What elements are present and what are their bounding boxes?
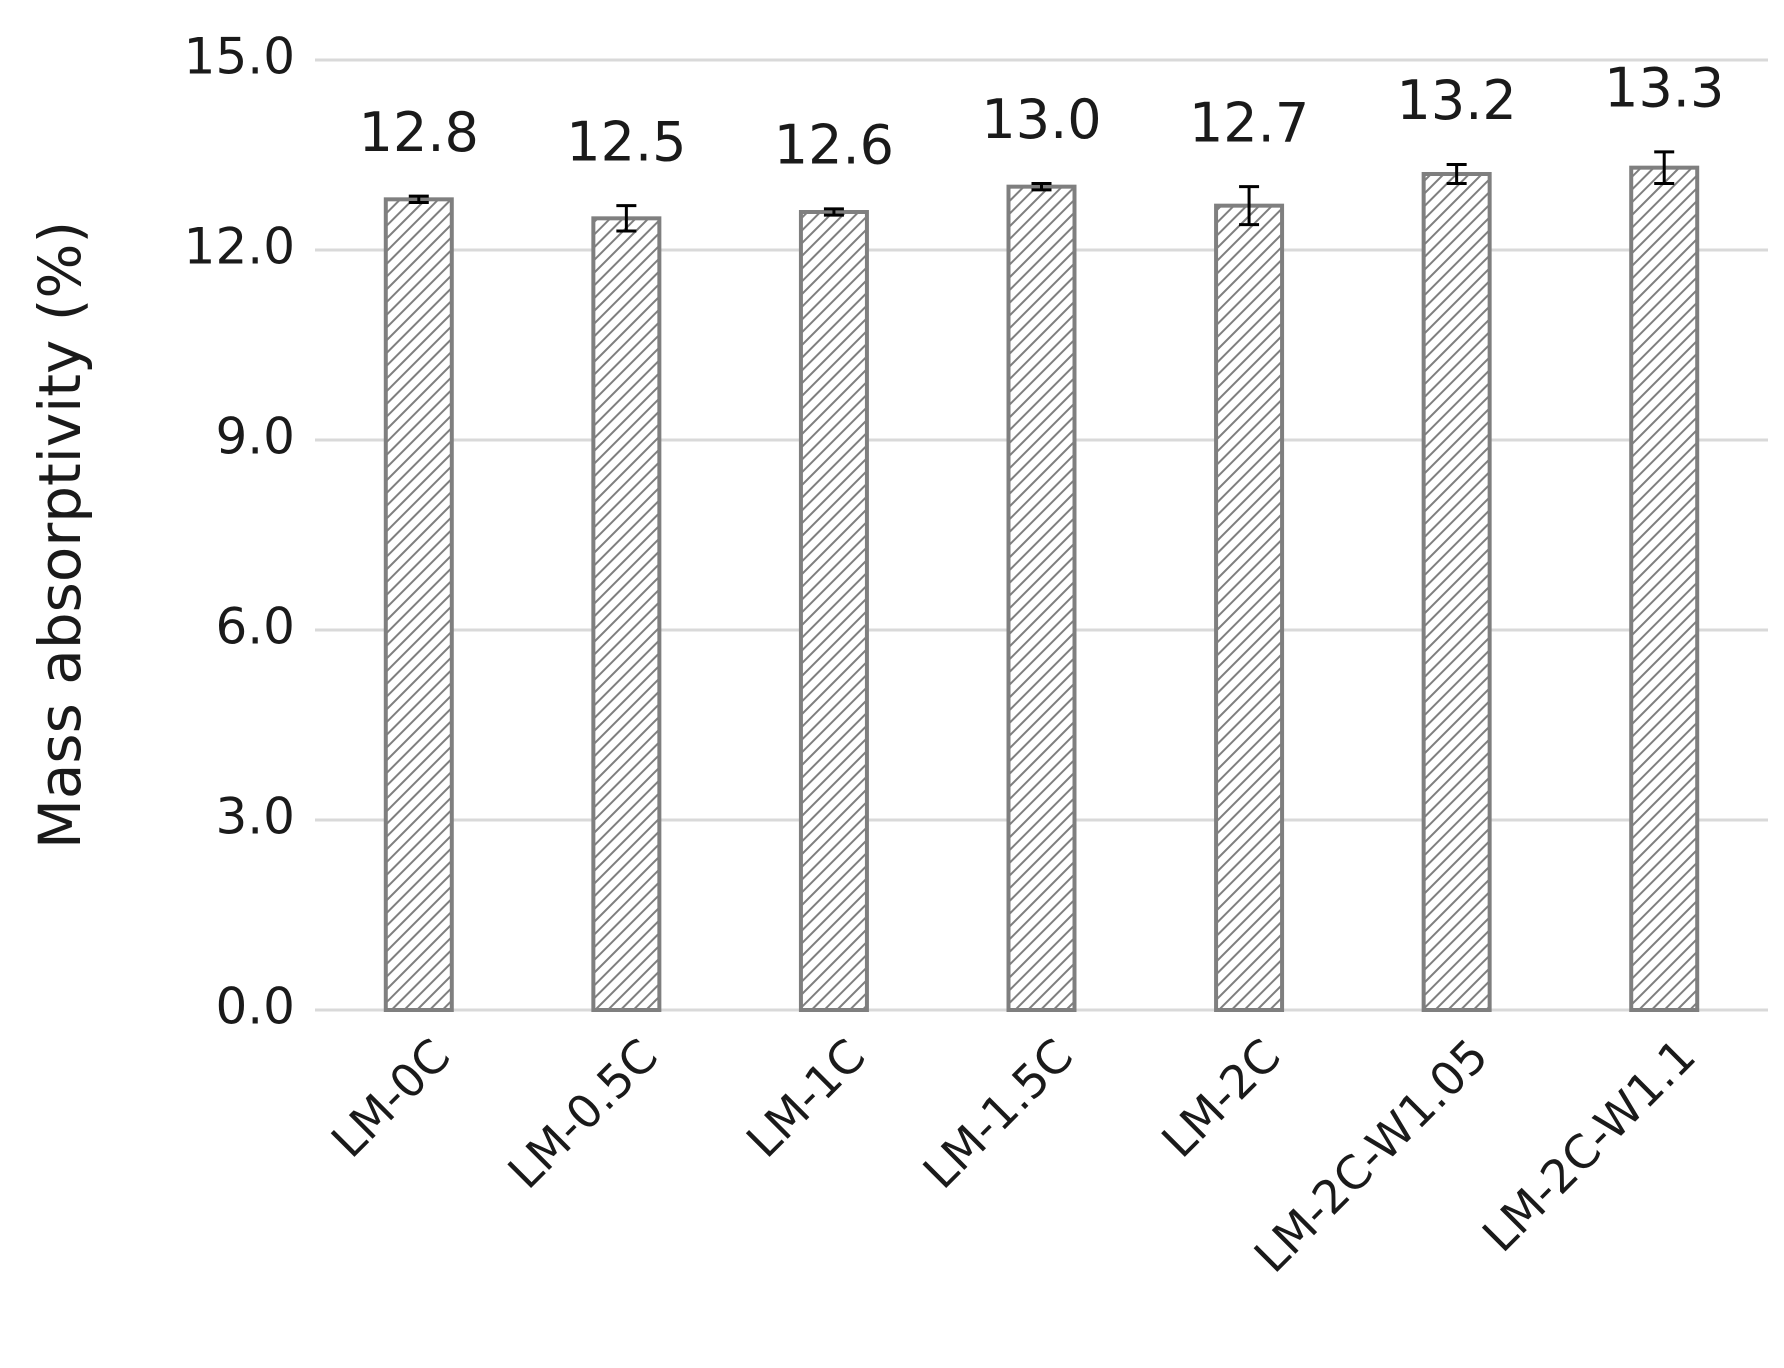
- y-tick-label: 6.0: [215, 598, 295, 656]
- x-tick-label: LM-0.5C: [497, 1028, 668, 1199]
- bar: [1006, 184, 1077, 1012]
- y-tick-label: 12.0: [184, 218, 295, 276]
- x-tick-label: LM-2C-W1.1: [1472, 1028, 1706, 1262]
- bar: [1421, 172, 1492, 1012]
- data-label: 12.8: [359, 101, 479, 164]
- data-label: 12.7: [1189, 91, 1309, 154]
- x-tick-label: LM-1.5C: [913, 1028, 1084, 1199]
- bar: [591, 216, 662, 1013]
- data-label: 13.2: [1397, 69, 1517, 132]
- data-label: 12.5: [566, 110, 686, 173]
- data-label: 13.0: [981, 88, 1101, 151]
- bar: [383, 197, 454, 1013]
- bar: [1214, 203, 1285, 1012]
- y-tick-label: 9.0: [215, 408, 295, 466]
- y-tick-label: 3.0: [215, 788, 295, 846]
- data-label: 13.3: [1604, 56, 1724, 119]
- y-tick-label: 0.0: [215, 978, 295, 1036]
- y-tick-label: 15.0: [184, 28, 295, 86]
- y-axis-title: Mass absorptivity (%): [26, 221, 94, 849]
- bar: [1629, 165, 1700, 1012]
- x-tick-label: LM-0C: [321, 1028, 461, 1168]
- x-tick-label: LM-2C: [1151, 1028, 1291, 1168]
- bar: [798, 210, 869, 1012]
- data-label: 12.6: [774, 113, 894, 176]
- x-tick-label: LM-1C: [736, 1028, 876, 1168]
